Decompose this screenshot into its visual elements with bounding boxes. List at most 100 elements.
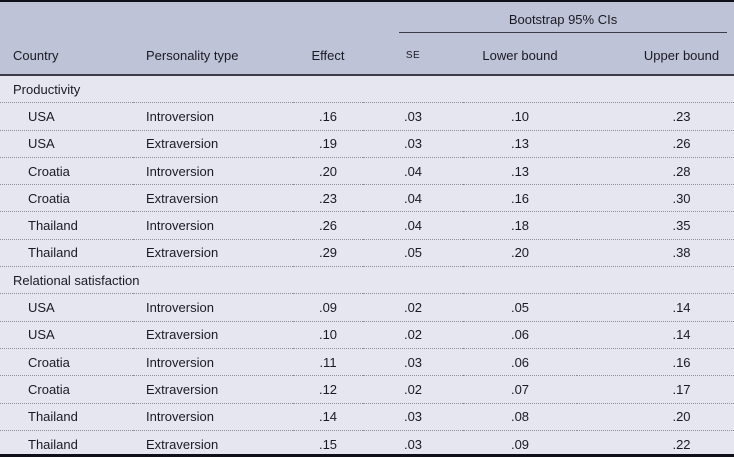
cell-effect: .09 (293, 293, 363, 322)
cell-personality-type: Extraversion (146, 436, 219, 452)
cell-lower-bound: .16 (463, 184, 577, 213)
cell-personality-type: Introversion (133, 293, 293, 322)
cell-se: .04 (363, 211, 463, 240)
cell-personality-type: Extraversion (133, 130, 293, 158)
table-body: Productivity USA Introversion .16.03.10.23 U… (0, 75, 734, 454)
col-header-se: SE (405, 50, 421, 61)
cell-effect: .19 (293, 130, 363, 158)
column-header-row: Country Personality type Effect SE Lower… (0, 33, 734, 75)
cell-effect: .26 (293, 211, 363, 240)
cell-lower-bound: .08 (463, 403, 577, 431)
cell-country: Thailand (28, 436, 78, 452)
table-row: USA Introversion .16.03.10.23 (0, 102, 734, 131)
cell-effect: .16 (293, 102, 363, 131)
cell-country: USA (0, 321, 133, 349)
cell-effect: .15 (318, 436, 338, 452)
cell-country: Croatia (0, 184, 133, 213)
cell-se: .04 (363, 184, 463, 213)
table-row: Croatia Introversion .20.04.13.28 (0, 157, 734, 186)
cell-country: Thailand (0, 403, 133, 431)
cell-se: .02 (363, 321, 463, 349)
cell-effect: .20 (293, 157, 363, 186)
table-row: USA Introversion .09.02.05.14 (0, 293, 734, 322)
cell-lower-bound: .06 (463, 321, 577, 349)
cell-country: Croatia (0, 157, 133, 186)
section-row: Productivity (0, 75, 734, 104)
table-row: Thailand Extraversion .15 .03 .09 .22 (0, 430, 734, 454)
cell-upper-bound: .17 (577, 375, 734, 404)
cell-lower-bound: .13 (463, 130, 577, 158)
table-row: Croatia Extraversion .12.02.07.17 (0, 375, 734, 404)
cell-personality-type: Introversion (133, 157, 293, 186)
cell-personality-type: Introversion (133, 211, 293, 240)
table-row: USA Extraversion .19.03.13.26 (0, 130, 734, 158)
cell-upper-bound: .20 (577, 403, 734, 431)
cell-se: .04 (363, 157, 463, 186)
cell-upper-bound: .30 (577, 184, 734, 213)
cell-upper-bound: .28 (577, 157, 734, 186)
cell-se: .03 (363, 102, 463, 131)
cell-effect: .23 (293, 184, 363, 213)
col-header-country: Country (13, 48, 59, 63)
cell-lower-bound: .06 (463, 348, 577, 377)
cell-lower-bound: .13 (463, 157, 577, 186)
cell-personality-type: Introversion (133, 348, 293, 377)
cell-personality-type: Introversion (133, 403, 293, 431)
cell-country: USA (0, 130, 133, 158)
col-header-upper-bound: Upper bound (643, 48, 720, 63)
cell-se: .02 (363, 293, 463, 322)
cell-lower-bound: .20 (463, 239, 577, 268)
cell-upper-bound: .35 (577, 211, 734, 240)
cell-personality-type: Extraversion (133, 239, 293, 268)
cell-effect: .10 (293, 321, 363, 349)
spanner-row: Bootstrap 95% CIs (0, 2, 734, 33)
cell-se: .05 (363, 239, 463, 268)
spanner-spacer (0, 2, 363, 33)
col-header-personality: Personality type (146, 48, 239, 63)
cell-personality-type: Introversion (133, 102, 293, 131)
cell-se: .03 (363, 130, 463, 158)
cell-lower-bound: .18 (463, 211, 577, 240)
cell-lower-bound: .07 (463, 375, 577, 404)
cell-upper-bound: .16 (577, 348, 734, 377)
table-row: Croatia Extraversion .23.04.16.30 (0, 184, 734, 213)
spanner-cell: Bootstrap 95% CIs (363, 2, 734, 33)
cell-upper-bound: .38 (577, 239, 734, 268)
cell-effect: .12 (293, 375, 363, 404)
cell-effect: .29 (293, 239, 363, 268)
cell-upper-bound: .26 (577, 130, 734, 158)
cell-personality-type: Extraversion (133, 321, 293, 349)
cell-country: Thailand (0, 239, 133, 268)
table-row: Thailand Introversion .14.03.08.20 (0, 403, 734, 431)
col-header-effect: Effect (311, 48, 345, 63)
cell-upper-bound: .22 (672, 436, 691, 452)
table-row: Croatia Introversion .11.03.06.16 (0, 348, 734, 377)
cell-effect: .14 (293, 403, 363, 431)
section-row: Relational satisfaction (0, 266, 734, 295)
table-header: Bootstrap 95% CIs Country Personality ty… (0, 2, 734, 75)
table-row: USA Extraversion .10.02.06.14 (0, 321, 734, 349)
cell-country: Croatia (0, 375, 133, 404)
section-label: Relational satisfaction (0, 266, 734, 295)
cell-upper-bound: .14 (577, 293, 734, 322)
cell-country: Thailand (0, 211, 133, 240)
cell-upper-bound: .14 (577, 321, 734, 349)
cell-se: .03 (363, 348, 463, 377)
cell-personality-type: Extraversion (133, 184, 293, 213)
col-header-lower-bound: Lower bound (482, 48, 558, 63)
cell-personality-type: Extraversion (133, 375, 293, 404)
cell-se: .02 (363, 375, 463, 404)
cell-country: USA (0, 102, 133, 131)
cell-se: .03 (403, 436, 423, 452)
cell-upper-bound: .23 (577, 102, 734, 131)
cell-lower-bound: .10 (463, 102, 577, 131)
cell-lower-bound: .09 (510, 436, 530, 452)
cell-country: USA (0, 293, 133, 322)
cell-effect: .11 (293, 348, 363, 377)
table-row: Thailand Introversion .26.04.18.35 (0, 211, 734, 240)
table-row: Thailand Extraversion .29.05.20.38 (0, 239, 734, 268)
spanner-label: Bootstrap 95% CIs (399, 2, 728, 33)
cell-se: .03 (363, 403, 463, 431)
section-label: Productivity (0, 75, 734, 104)
